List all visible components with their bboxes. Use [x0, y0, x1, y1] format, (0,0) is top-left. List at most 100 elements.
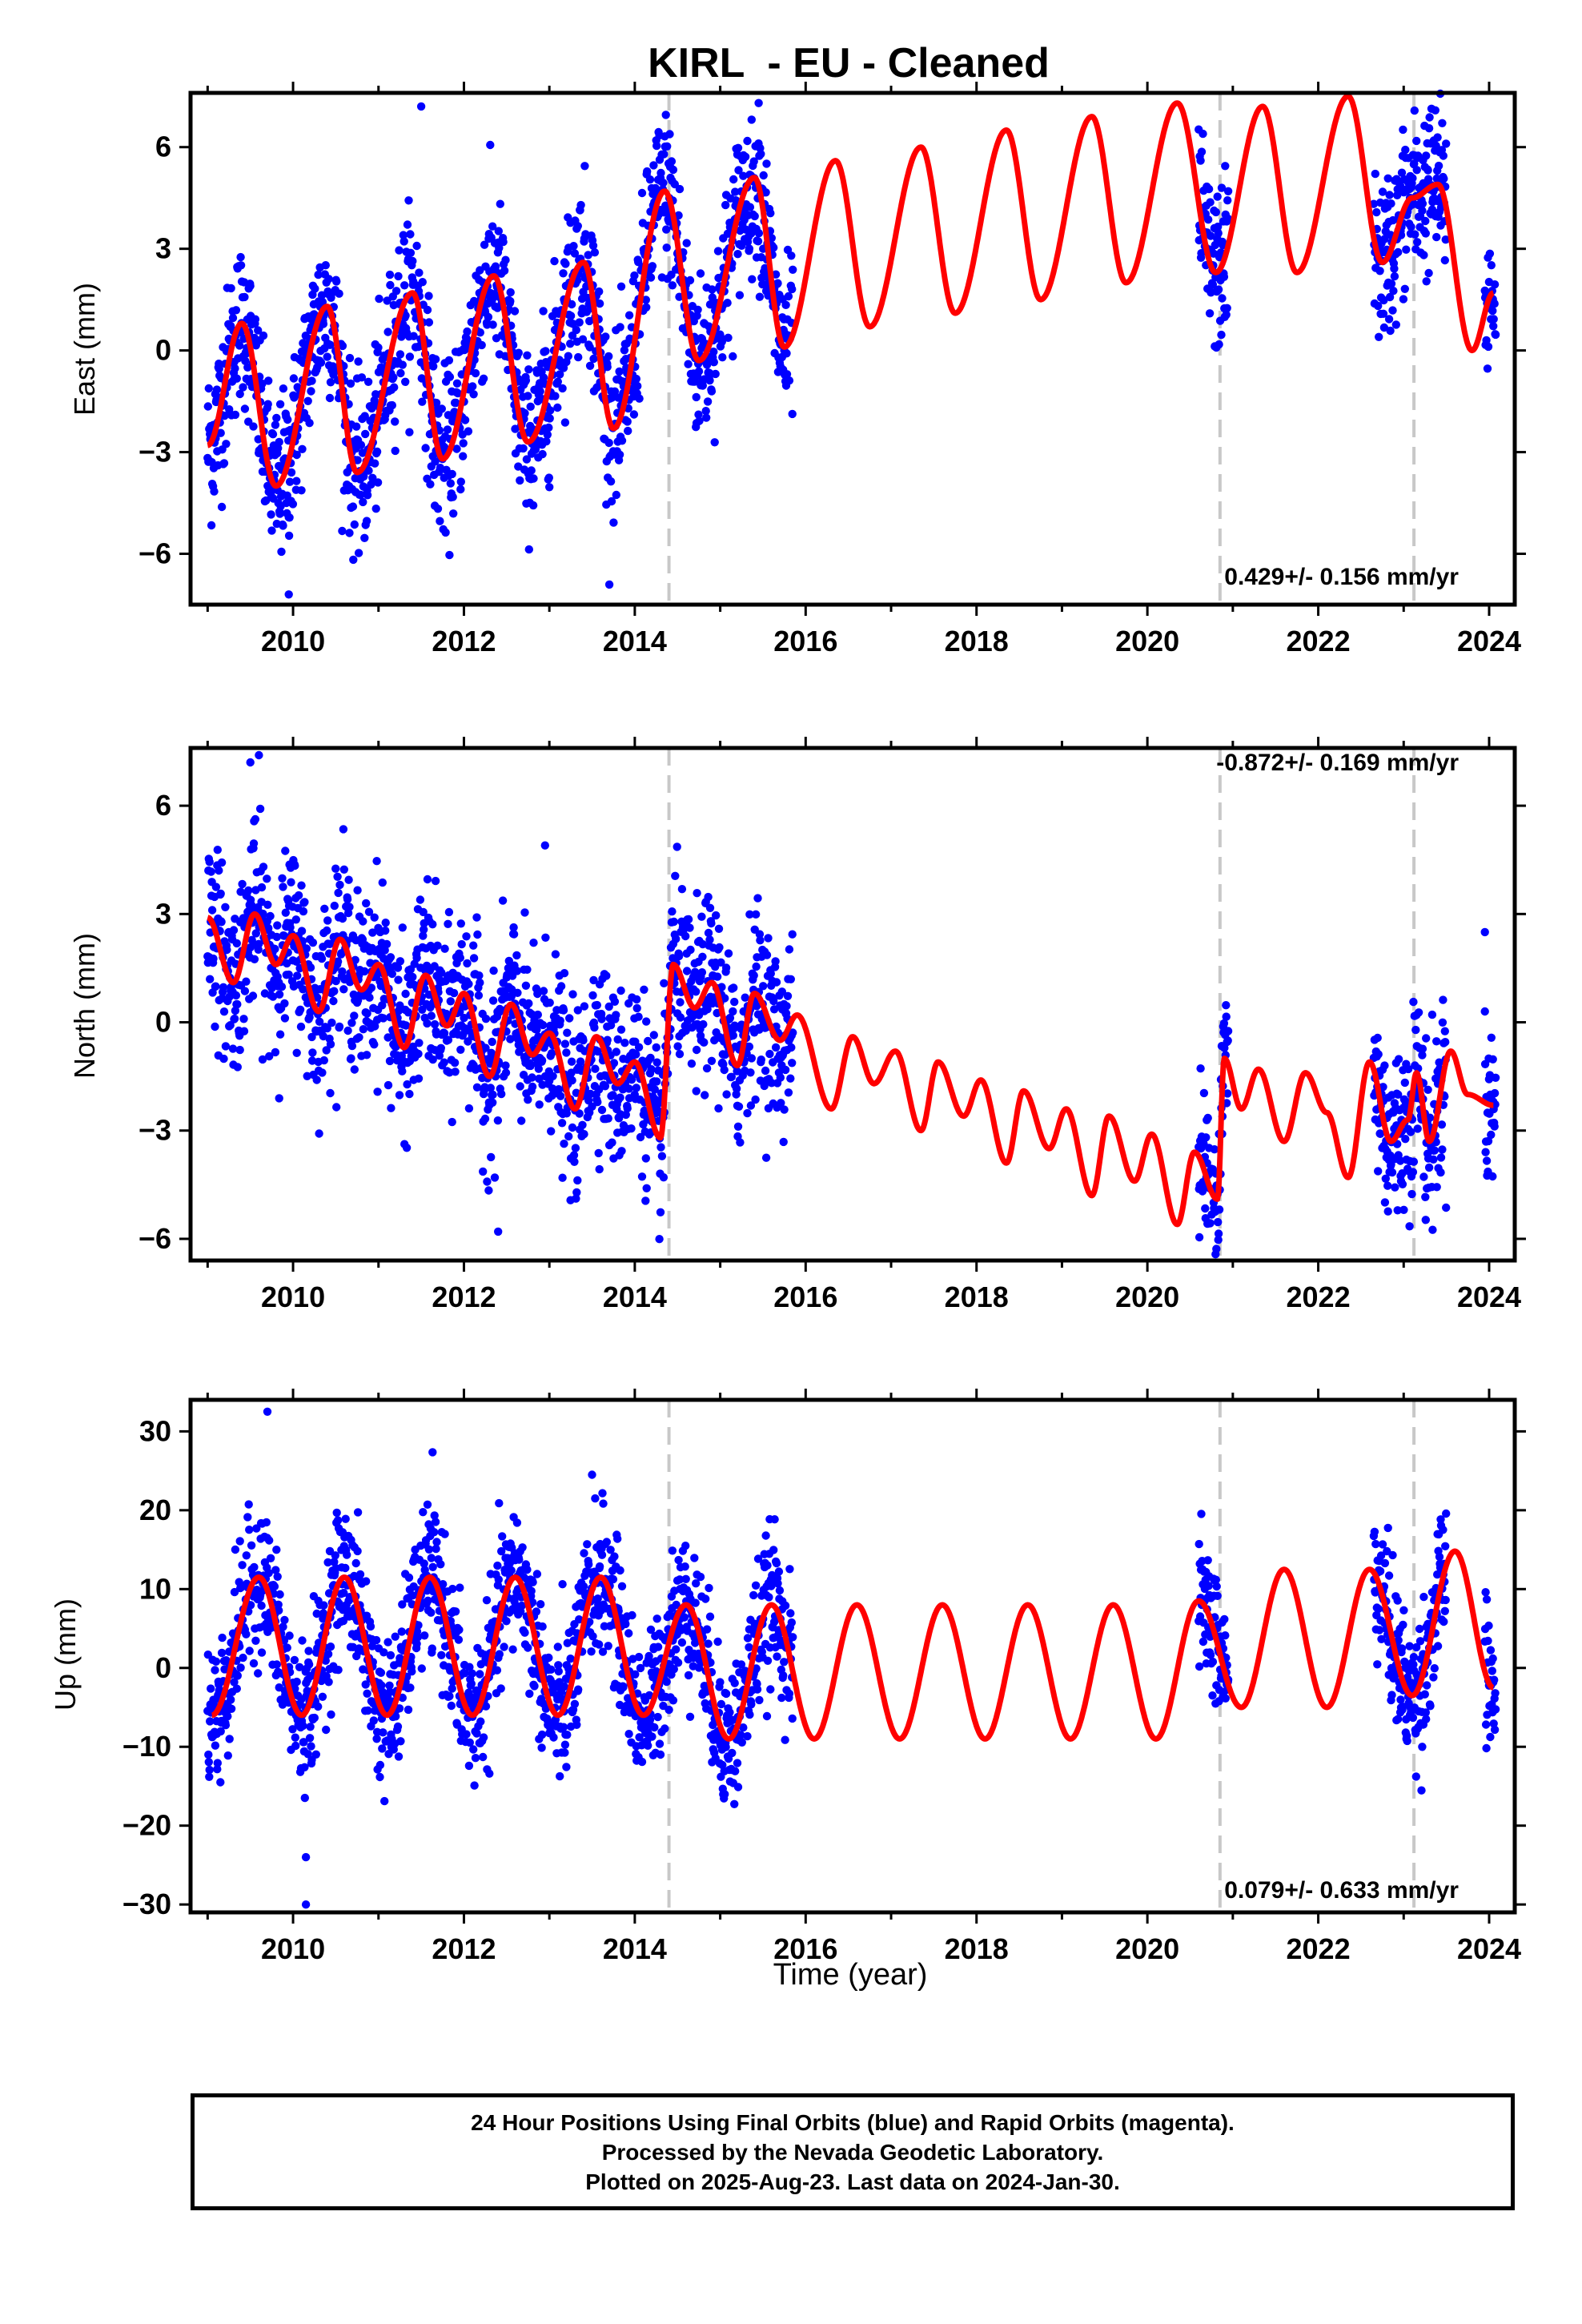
north-data-point	[733, 1122, 743, 1132]
east-data-point	[459, 439, 468, 448]
north-data-point	[268, 992, 278, 1001]
east-data-point	[694, 410, 703, 419]
north-data-point	[370, 1040, 379, 1049]
east-data-point	[645, 175, 655, 184]
north-data-point	[1380, 1198, 1390, 1207]
east-data-point	[713, 247, 723, 255]
up-data-point	[562, 1763, 571, 1771]
north-data-point	[488, 1090, 497, 1100]
east-data-point	[750, 211, 759, 221]
east-data-point	[506, 296, 515, 306]
north-data-point	[579, 1035, 588, 1045]
north-data-point	[294, 891, 303, 900]
east-data-point	[646, 273, 656, 282]
north-data-point	[300, 898, 309, 907]
north-data-point	[251, 929, 260, 938]
east-data-point	[275, 509, 284, 518]
north-y-tick-label: 3	[155, 897, 171, 930]
north-data-point	[509, 930, 519, 939]
north-data-point	[575, 1109, 584, 1118]
north-data-point	[612, 1047, 620, 1056]
north-data-point	[538, 1020, 548, 1030]
north-data-point	[370, 913, 379, 922]
up-data-point	[223, 1751, 232, 1760]
up-data-point	[341, 1514, 350, 1523]
north-data-point	[659, 1173, 669, 1182]
up-data-point	[549, 1733, 558, 1742]
east-data-point	[1421, 229, 1431, 238]
north-data-point	[393, 963, 403, 972]
up-data-point	[502, 1617, 511, 1626]
north-data-point	[490, 1173, 500, 1182]
up-data-point	[479, 1752, 488, 1762]
up-data-point	[375, 1772, 384, 1782]
east-data-point	[556, 370, 564, 379]
east-data-point	[231, 410, 240, 420]
east-data-point	[1482, 336, 1491, 345]
east-data-point	[630, 271, 639, 280]
north-data-point	[1436, 1153, 1446, 1162]
north-data-point	[1432, 1037, 1441, 1046]
east-data-point	[426, 480, 435, 489]
north-data-point	[292, 1048, 301, 1058]
north-data-point	[315, 1017, 324, 1027]
east-data-point	[569, 242, 578, 251]
north-data-point	[652, 1077, 661, 1086]
east-data-point	[324, 275, 333, 283]
north-data-point	[231, 1006, 240, 1015]
north-data-point	[641, 1196, 650, 1205]
east-data-point	[1412, 136, 1421, 146]
east-data-point	[707, 387, 717, 396]
north-data-point	[1223, 1036, 1232, 1045]
east-data-point	[318, 297, 327, 307]
north-data-point	[604, 1002, 613, 1011]
east-data-point	[275, 437, 283, 447]
north-data-point	[676, 998, 685, 1007]
north-data-point	[1196, 1064, 1205, 1073]
north-data-point	[387, 1104, 396, 1112]
north-data-point	[676, 1013, 685, 1022]
north-data-point	[781, 1065, 790, 1075]
north-data-point	[381, 926, 390, 935]
east-data-point	[701, 407, 710, 416]
east-data-point	[383, 296, 391, 305]
up-data-point	[624, 1730, 633, 1739]
up-data-point	[283, 1643, 291, 1652]
east-data-point	[212, 385, 222, 394]
north-data-point	[588, 991, 597, 1000]
east-data-point	[1402, 245, 1411, 254]
east-data-point	[703, 397, 713, 406]
east-data-point	[755, 292, 765, 301]
up-data-point	[655, 1739, 665, 1748]
east-data-point	[483, 320, 492, 329]
north-data-point	[685, 923, 694, 932]
north-data-point	[379, 1014, 387, 1023]
east-data-point	[731, 187, 740, 196]
up-data-point	[595, 1562, 604, 1571]
north-data-point	[746, 1068, 755, 1077]
east-data-point	[1434, 161, 1443, 171]
east-data-point	[352, 422, 361, 431]
east-data-point	[203, 402, 212, 411]
east-data-point	[406, 248, 416, 257]
east-data-point	[268, 430, 278, 439]
east-data-point	[494, 227, 503, 235]
up-data-point	[496, 1684, 505, 1693]
east-data-point	[1425, 113, 1434, 122]
north-data-point	[764, 934, 773, 943]
up-data-point	[604, 1642, 612, 1651]
east-data-point	[510, 307, 520, 316]
up-data-point	[476, 1717, 485, 1726]
north-data-point	[714, 924, 724, 934]
north-data-point	[568, 1076, 576, 1085]
east-data-point	[345, 529, 354, 537]
north-data-point	[446, 997, 455, 1006]
east-data-point	[637, 188, 647, 198]
north-data-point	[444, 907, 454, 917]
north-data-point	[1490, 1122, 1499, 1131]
east-data-point	[456, 485, 465, 494]
north-data-point	[627, 1124, 636, 1133]
east-data-point	[558, 384, 567, 393]
east-data-point	[567, 300, 576, 309]
north-data-point	[632, 1084, 640, 1092]
